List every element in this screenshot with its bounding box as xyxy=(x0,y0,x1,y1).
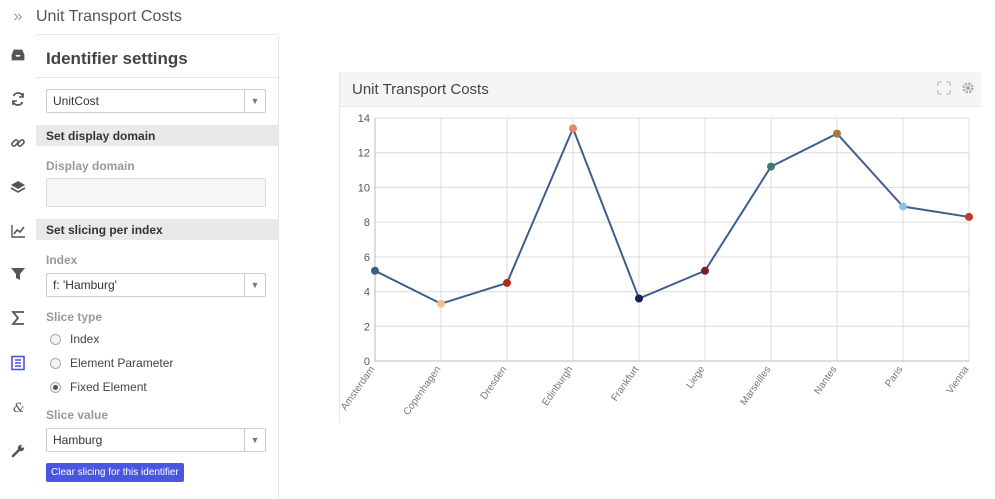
app-title: Unit Transport Costs xyxy=(36,8,182,25)
display-domain-label: Display domain xyxy=(46,159,135,173)
slice-value-label: Slice value xyxy=(46,408,109,422)
widget-header: Unit Transport Costs xyxy=(340,72,981,107)
expand-icon[interactable] xyxy=(937,81,951,95)
index-select[interactable]: f: 'Hamburg' ▼ xyxy=(46,273,266,297)
data-point xyxy=(635,294,643,303)
inbox-icon[interactable] xyxy=(0,40,36,70)
widget-title: Unit Transport Costs xyxy=(352,81,489,98)
x-tick-label: Paris xyxy=(883,364,905,389)
x-tick-label: Edinburgh xyxy=(540,364,575,408)
chevron-down-icon[interactable]: ▼ xyxy=(244,90,265,112)
data-point xyxy=(701,266,709,275)
series-line xyxy=(374,125,970,305)
line-chart: 0 2 4 6 8 10 12 14 Amsterdam Copenhagen Dresden Edi… xyxy=(340,113,973,418)
y-tick-label: 8 xyxy=(364,217,370,229)
radio-label: Index xyxy=(70,332,100,346)
x-tick-label: Vienna xyxy=(945,364,972,396)
y-tick-label: 6 xyxy=(364,252,370,264)
radio-dot[interactable] xyxy=(50,333,61,345)
svg-text:&: & xyxy=(13,401,25,415)
radio-dot-selected[interactable] xyxy=(50,381,61,393)
icon-rail: » & xyxy=(0,0,37,499)
x-tick-label: Frankfurt xyxy=(609,364,641,403)
data-point xyxy=(965,212,973,221)
refresh-icon[interactable] xyxy=(0,84,36,114)
index-select-value: f: 'Hamburg' xyxy=(53,278,117,292)
data-point xyxy=(371,266,379,275)
slice-type-index-radio[interactable]: Index xyxy=(50,332,99,346)
display-domain-section-title: Set display domain xyxy=(46,129,156,143)
layers-icon[interactable] xyxy=(0,172,36,202)
data-point xyxy=(899,202,907,211)
data-point xyxy=(767,162,775,171)
identifier-settings-panel: Identifier settings UnitCost ▼ Set displ… xyxy=(36,36,279,499)
ampersand-icon[interactable]: & xyxy=(0,392,36,422)
clear-slicing-button[interactable]: Clear slicing for this identifier xyxy=(46,463,184,482)
chevron-down-icon[interactable]: ▼ xyxy=(244,274,265,296)
data-point xyxy=(833,129,841,138)
slicing-section: Set slicing per index xyxy=(36,219,278,240)
slice-type-element-parameter-radio[interactable]: Element Parameter xyxy=(50,356,173,370)
document-icon[interactable] xyxy=(0,348,36,378)
divider xyxy=(36,77,278,78)
identifier-select-value: UnitCost xyxy=(53,94,100,108)
filter-icon[interactable] xyxy=(0,259,36,289)
slice-type-fixed-element-radio[interactable]: Fixed Element xyxy=(50,380,147,394)
data-point xyxy=(569,124,577,133)
radio-dot[interactable] xyxy=(50,357,61,369)
gear-icon[interactable] xyxy=(961,81,975,95)
radio-label: Element Parameter xyxy=(70,356,174,370)
panel-heading: Identifier settings xyxy=(46,49,188,68)
x-tick-label: Amsterdam xyxy=(340,364,377,412)
line-chart-icon[interactable] xyxy=(0,216,36,246)
slice-value-select[interactable]: Hamburg ▼ xyxy=(46,428,266,452)
y-tick-label: 10 xyxy=(358,182,370,194)
x-tick-label: Copenhagen xyxy=(402,364,444,417)
slice-value-select-value: Hamburg xyxy=(53,433,103,447)
x-tick-label: Liege xyxy=(684,364,707,391)
x-tick-label: Nantes xyxy=(812,364,839,396)
y-tick-label: 12 xyxy=(358,148,370,160)
slicing-section-title: Set slicing per index xyxy=(46,223,163,237)
data-point xyxy=(437,299,445,308)
chevron-down-icon[interactable]: ▼ xyxy=(244,429,265,451)
y-tick-label: 14 xyxy=(358,113,370,125)
identifier-select[interactable]: UnitCost ▼ xyxy=(46,89,266,113)
collapse-icon[interactable]: » xyxy=(13,8,23,25)
y-tick-label: 0 xyxy=(364,356,370,368)
y-tick-label: 4 xyxy=(364,287,370,299)
display-domain-input[interactable] xyxy=(46,178,266,207)
app-title-bar: Unit Transport Costs xyxy=(36,0,278,35)
index-label: Index xyxy=(46,253,78,267)
y-tick-label: 2 xyxy=(364,321,370,333)
slice-type-label: Slice type xyxy=(46,310,103,324)
x-tick-label: Dresden xyxy=(479,364,510,401)
data-point xyxy=(503,278,511,287)
display-domain-section: Set display domain xyxy=(36,125,278,146)
wrench-icon[interactable] xyxy=(0,436,36,466)
chart-widget: Unit Transport Costs 0 2 4 6 8 10 12 14 Amsterda… xyxy=(339,72,981,422)
radio-label: Fixed Element xyxy=(70,380,147,394)
sigma-icon[interactable] xyxy=(0,303,36,333)
x-tick-label: Marseilles xyxy=(739,364,774,407)
link-icon[interactable] xyxy=(0,128,36,158)
